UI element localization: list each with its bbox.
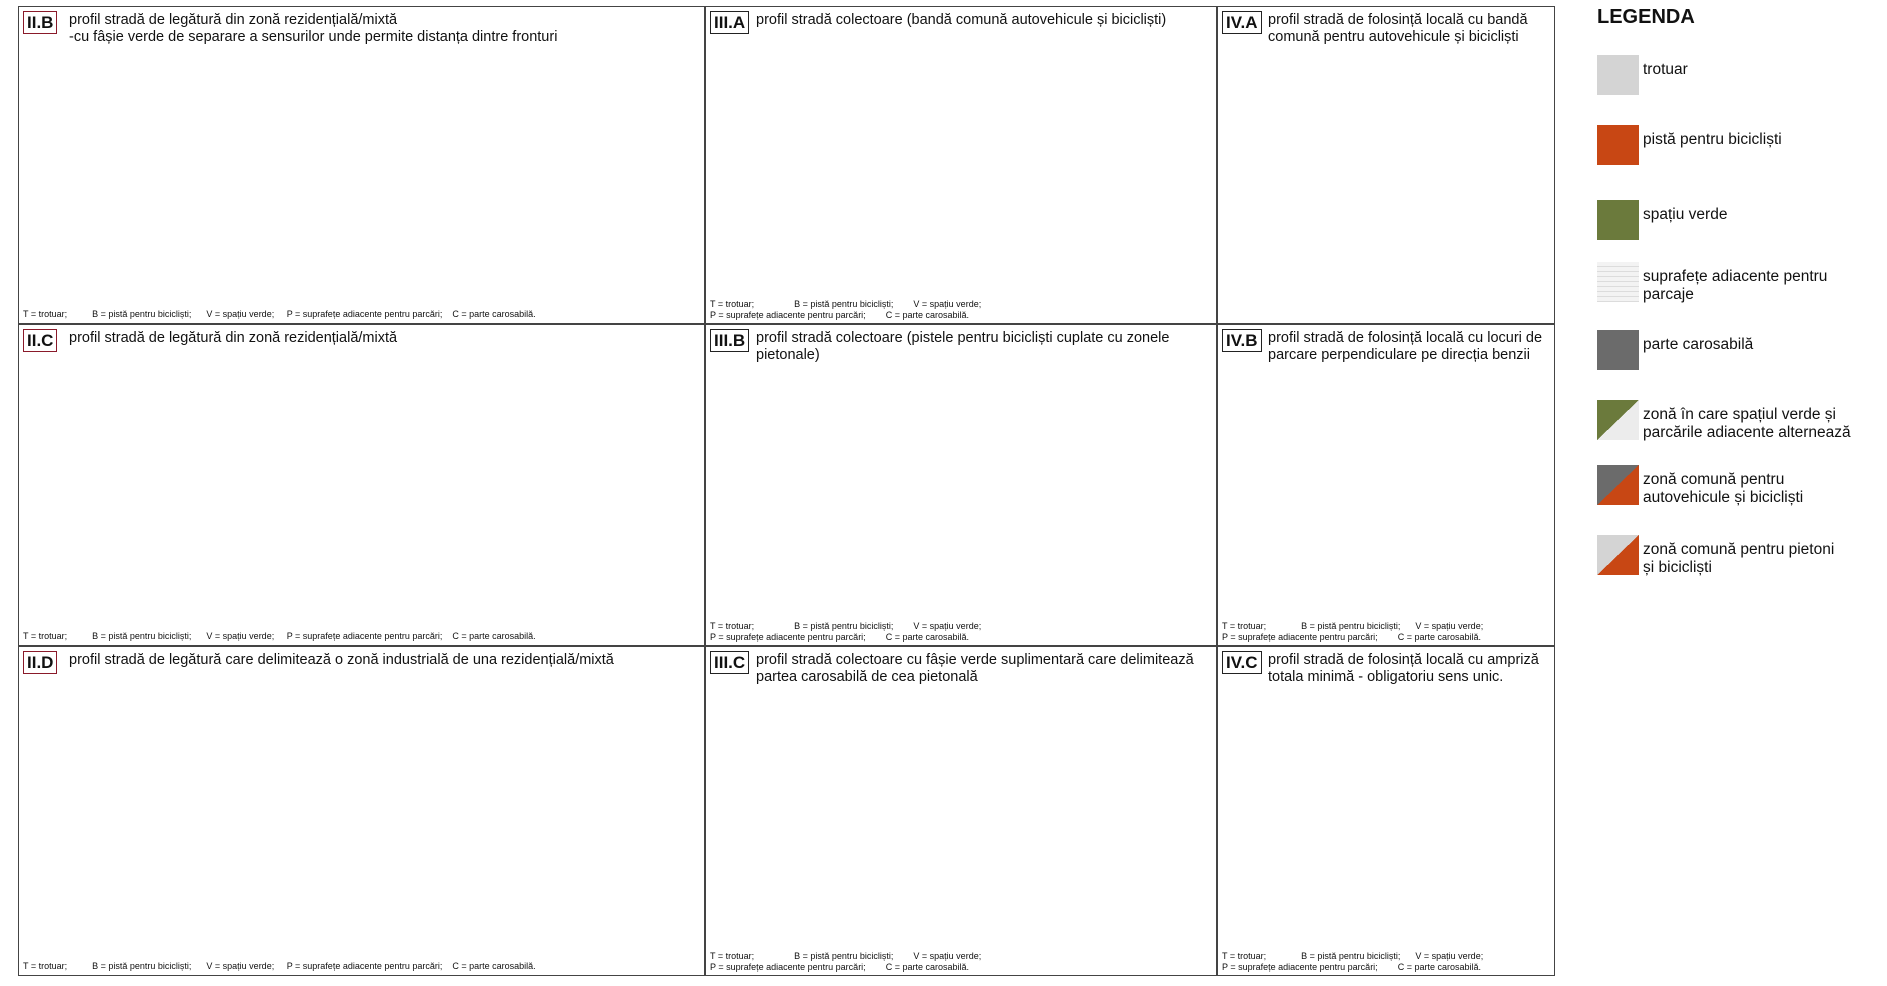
profile-code: IV.B — [1222, 329, 1262, 352]
legend-swatch — [1597, 55, 1639, 95]
legend-item-road: parte carosabilă — [1597, 330, 1887, 378]
legend-swatch — [1597, 125, 1639, 165]
profile-panel-iic: II.C profil stradă de legătură din zonă r… — [18, 324, 705, 646]
profile-panel-ivc: IV.C profil stradă de folosință locală cu… — [1217, 646, 1555, 976]
profile-notes: T = trotuar; B = pistă pentru bicicliști… — [23, 631, 536, 641]
profile-notes: T = trotuar; B = pistă pentru bicicliști… — [710, 621, 982, 642]
profile-panel-ivb: IV.B profil stradă de folosință locală cu… — [1217, 324, 1555, 646]
profile-code: II.C — [23, 329, 58, 352]
legend-item-green-parking: zonă în care spațiul verde și parcările … — [1597, 400, 1887, 448]
profile-notes: T = trotuar; B = pistă pentru bicicliști… — [23, 309, 536, 319]
legend-item-green: spațiu verde — [1597, 200, 1887, 248]
legend-title: LEGENDA — [1597, 6, 1695, 28]
profile-panel-iiib: III.B profil stradă colectoare (pistele p… — [705, 324, 1217, 646]
profile-notes: T = trotuar; B = pistă pentru bicicliști… — [1222, 951, 1484, 972]
profile-title: profil stradă de legătură din zonă rezid… — [69, 330, 398, 346]
legend-item-trotuar: trotuar — [1597, 55, 1887, 103]
profile-title: profil stradă de legătură din zonă rezid… — [69, 12, 558, 45]
legend-item-shared-ped: zonă comună pentru pietoni și bicicliști — [1597, 535, 1887, 583]
legend-label: trotuar — [1643, 61, 1688, 78]
legend-label: zonă în care spațiul verde și parcările … — [1643, 406, 1851, 441]
legend-swatch — [1597, 200, 1639, 240]
profile-code: II.D — [23, 651, 58, 674]
legend-swatch — [1597, 465, 1639, 505]
legend-item-shared-road: zonă comună pentru autovehicule și bicic… — [1597, 465, 1887, 513]
profile-title: profil stradă de folosință locală cu ban… — [1268, 12, 1528, 45]
profile-code: III.B — [710, 329, 750, 352]
legend-swatch — [1597, 400, 1639, 440]
profile-title: profil stradă de folosință locală cu amp… — [1268, 652, 1539, 685]
profile-title: profil stradă colectoare (pistele pentru… — [756, 330, 1170, 363]
legend-swatch — [1597, 330, 1639, 370]
legend-label: zonă comună pentru pietoni și bicicliști — [1643, 541, 1835, 576]
legend-item-bike: pistă pentru bicicliști — [1597, 125, 1887, 173]
profile-code: IV.A — [1222, 11, 1262, 34]
profile-notes: T = trotuar; B = pistă pentru bicicliști… — [710, 299, 982, 320]
profile-panel-iiia: III.A profil stradă colectoare (bandă com… — [705, 6, 1217, 324]
profile-notes: T = trotuar; B = pistă pentru bicicliști… — [1222, 621, 1484, 642]
profile-notes: T = trotuar; B = pistă pentru bicicliști… — [710, 951, 982, 972]
legend-label: pistă pentru bicicliști — [1643, 131, 1782, 148]
profile-panel-iid: II.D profil stradă de legătură care delim… — [18, 646, 705, 976]
profile-title: profil stradă colectoare (bandă comună a… — [756, 12, 1167, 28]
legend-label: suprafețe adiacente pentru parcaje — [1643, 268, 1828, 303]
legend-label: parte carosabilă — [1643, 336, 1754, 353]
legend-swatch — [1597, 262, 1639, 302]
profile-code: III.A — [710, 11, 750, 34]
profile-panel-iva: IV.A profil stradă de folosință locală cu… — [1217, 6, 1555, 324]
profile-panel-iib: II.B profil stradă de legătură din zonă r… — [18, 6, 705, 324]
profile-notes: T = trotuar; B = pistă pentru bicicliști… — [23, 961, 536, 971]
profile-title: profil stradă de legătură care delimitea… — [69, 652, 614, 668]
legend-swatch — [1597, 535, 1639, 575]
legend-label: zonă comună pentru autovehicule și bicic… — [1643, 471, 1804, 506]
profile-code: III.C — [710, 651, 750, 674]
profile-title: profil stradă colectoare cu fâșie verde … — [756, 652, 1194, 685]
profile-panel-iiic: III.C profil stradă colectoare cu fâșie v… — [705, 646, 1217, 976]
profile-code: II.B — [23, 11, 58, 34]
profile-code: IV.C — [1222, 651, 1262, 674]
legend-label: spațiu verde — [1643, 206, 1728, 223]
profile-title: profil stradă de folosință locală cu loc… — [1268, 330, 1543, 363]
legend-item-parking: suprafețe adiacente pentru parcaje — [1597, 262, 1887, 310]
